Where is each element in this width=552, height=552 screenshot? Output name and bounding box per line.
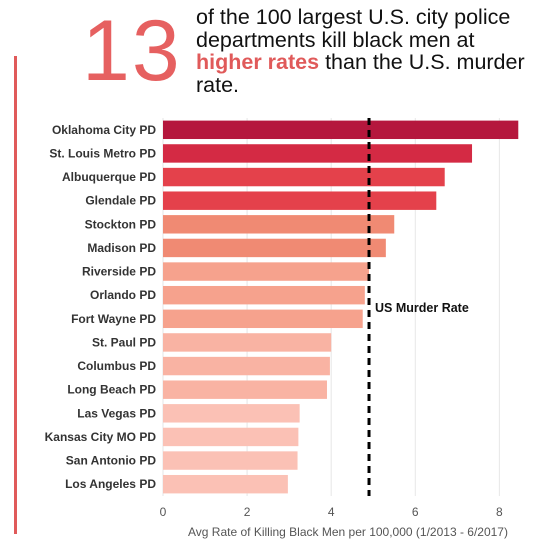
headline-text: of the 100 largest U.S. city police depa… xyxy=(196,6,546,96)
headline-number: 13 xyxy=(82,3,182,99)
bar xyxy=(163,144,473,163)
category-label: Stockton PD xyxy=(85,217,157,231)
bar xyxy=(163,238,386,258)
bar xyxy=(163,285,365,305)
bar xyxy=(163,262,370,281)
bar xyxy=(163,451,298,470)
category-label: San Antonio PD xyxy=(66,454,157,468)
bar xyxy=(163,380,327,399)
category-label: Glendale PD xyxy=(85,194,156,208)
category-label: Long Beach PD xyxy=(67,383,156,397)
x-tick-labels: 0 2 4 6 8 xyxy=(160,505,503,519)
bar xyxy=(163,427,299,447)
category-label: Las Vegas PD xyxy=(77,406,156,420)
tick-label: 2 xyxy=(244,505,251,519)
bar xyxy=(163,120,519,140)
bar xyxy=(163,333,332,352)
x-axis-title: Avg Rate of Killing Black Men per 100,00… xyxy=(188,525,508,539)
category-label: Columbus PD xyxy=(77,359,156,373)
category-label: Kansas City MO PD xyxy=(45,430,157,444)
tick-label: 0 xyxy=(160,505,167,519)
bars xyxy=(163,120,519,494)
bar xyxy=(163,167,445,187)
category-label: Albuquerque PD xyxy=(62,170,156,184)
category-label: Fort Wayne PD xyxy=(71,312,156,326)
reference-line-group: US Murder Rate xyxy=(367,118,469,496)
category-label: Oklahoma City PD xyxy=(52,123,156,137)
tick-label: 8 xyxy=(496,505,503,519)
reference-line-label: US Murder Rate xyxy=(375,301,469,315)
bar xyxy=(163,474,288,494)
bar xyxy=(163,309,363,329)
accent-rule xyxy=(14,56,17,534)
category-label: St. Louis Metro PD xyxy=(49,146,156,160)
headline-post: than the U.S. murder rate. xyxy=(196,50,525,97)
headline-highlight: higher rates xyxy=(196,50,320,74)
bar xyxy=(163,356,330,376)
bar xyxy=(163,404,300,423)
tick-label: 6 xyxy=(412,505,419,519)
bar xyxy=(163,191,437,210)
category-label: Orlando PD xyxy=(90,288,156,302)
category-label: Los Angeles PD xyxy=(65,477,156,491)
category-label: St. Paul PD xyxy=(92,335,156,349)
category-label: Madison PD xyxy=(87,241,156,255)
category-label: Riverside PD xyxy=(82,265,156,279)
headline-pre: of the 100 largest U.S. city police depa… xyxy=(196,5,511,52)
category-labels: Oklahoma City PD St. Louis Metro PD Albuqu… xyxy=(45,123,157,491)
bar xyxy=(163,215,395,234)
tick-label: 4 xyxy=(328,505,335,519)
